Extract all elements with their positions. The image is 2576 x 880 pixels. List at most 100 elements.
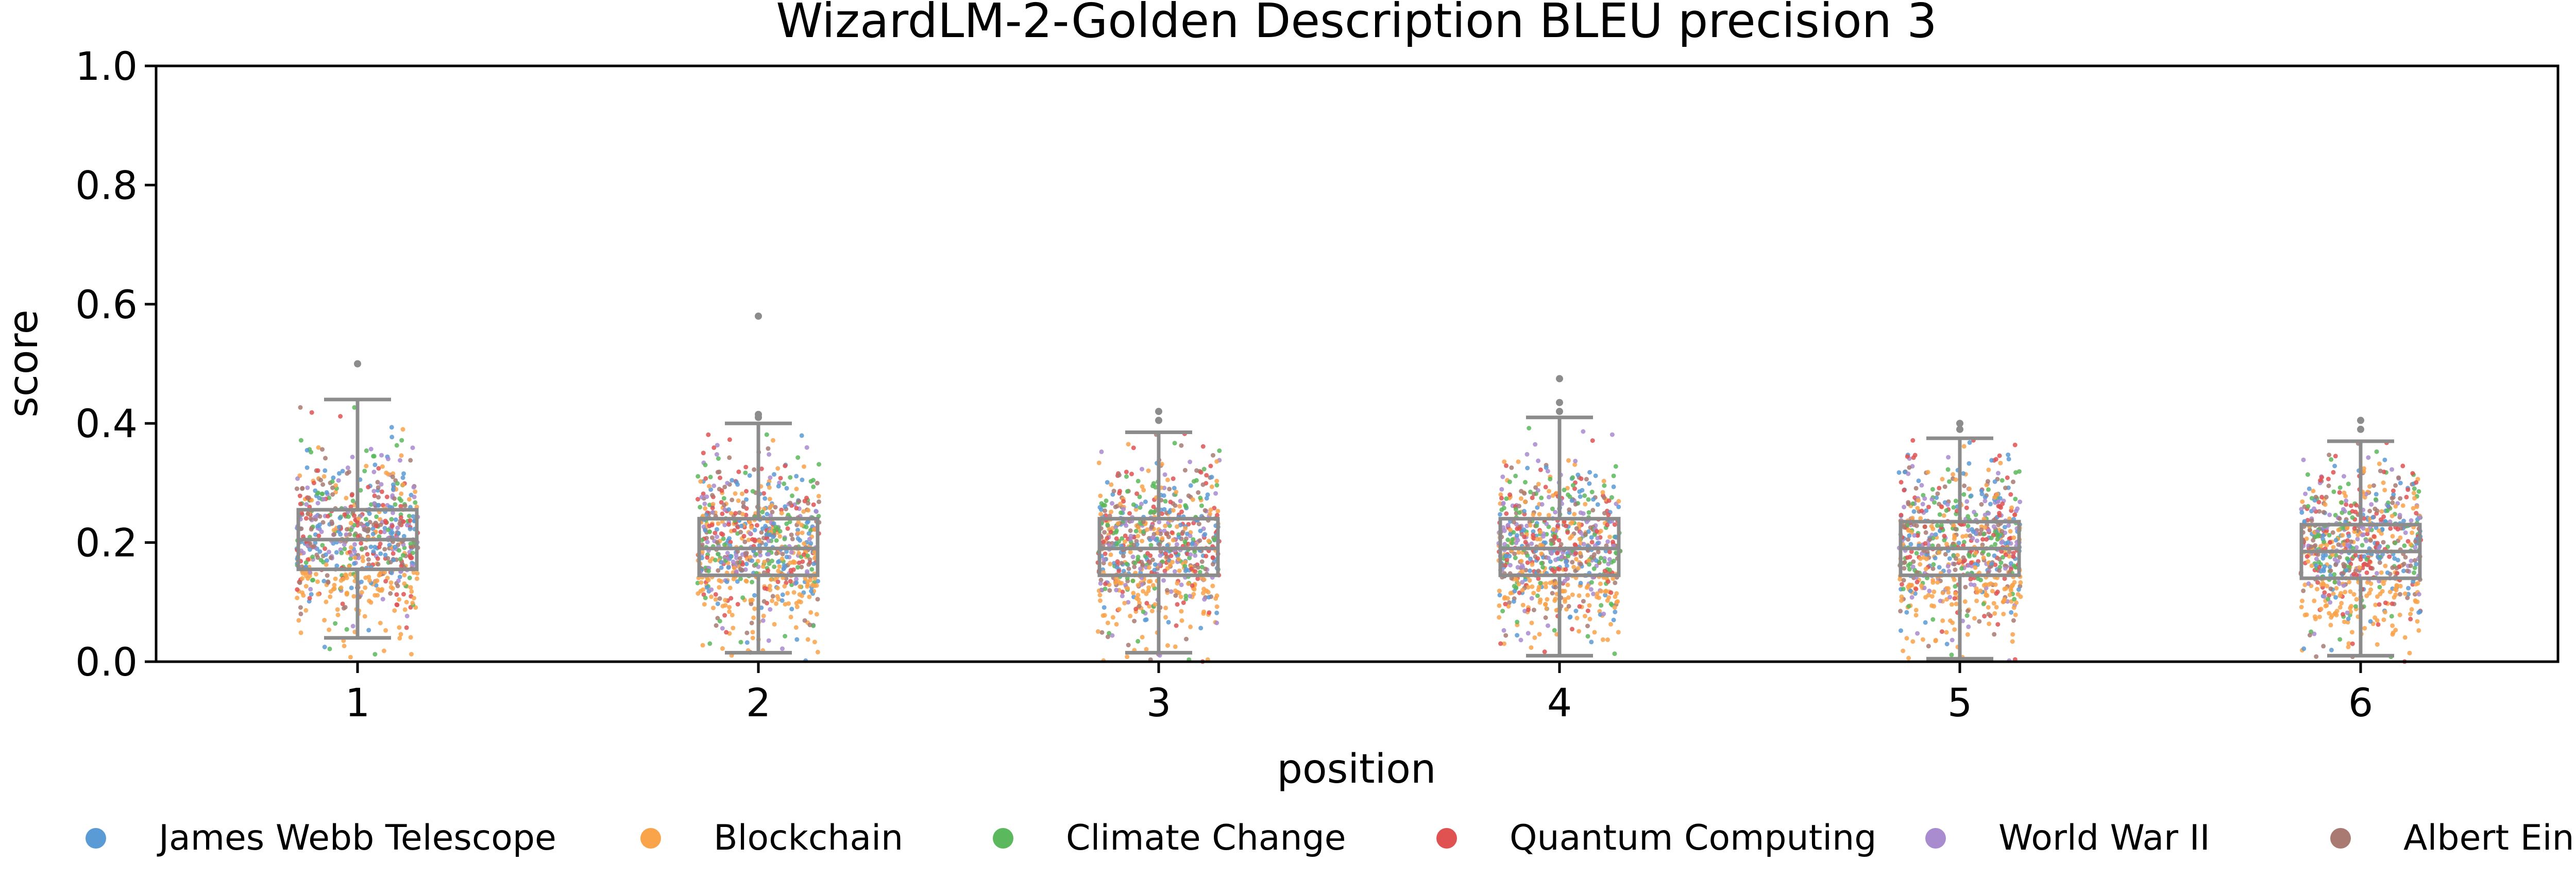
data-point xyxy=(804,524,809,529)
data-point xyxy=(1516,459,1521,464)
data-point xyxy=(1613,609,1618,614)
data-point xyxy=(727,455,732,460)
data-point xyxy=(314,553,319,558)
data-point xyxy=(1910,501,1916,506)
data-point xyxy=(381,648,386,653)
data-point xyxy=(2008,529,2013,534)
data-point xyxy=(711,445,717,450)
data-point xyxy=(1500,609,1505,614)
data-point xyxy=(696,474,701,479)
data-point xyxy=(783,634,788,639)
data-point xyxy=(1963,584,1968,590)
data-point xyxy=(1141,519,1146,524)
data-point xyxy=(1204,496,1209,501)
data-point xyxy=(2412,570,2417,575)
data-point xyxy=(1113,580,1118,585)
data-point xyxy=(2409,558,2414,563)
data-point xyxy=(2333,595,2338,600)
data-point xyxy=(788,614,793,619)
data-point xyxy=(760,618,766,623)
data-point xyxy=(1911,455,1916,460)
data-point xyxy=(2317,509,2322,514)
data-point xyxy=(2301,457,2306,462)
chart-title: WizardLM-2-Golden Description BLEU preci… xyxy=(776,0,1937,48)
data-point xyxy=(744,489,749,494)
data-point xyxy=(2016,469,2022,474)
data-point xyxy=(1902,505,1907,510)
data-point xyxy=(412,494,417,499)
data-point xyxy=(298,630,303,635)
data-point xyxy=(1136,478,1141,484)
data-point xyxy=(1551,527,1556,532)
data-point xyxy=(1942,484,1947,489)
data-point xyxy=(1170,530,1175,535)
data-point xyxy=(315,491,320,496)
data-point xyxy=(1168,589,1174,594)
data-point xyxy=(401,533,406,539)
data-point xyxy=(1947,556,1952,561)
data-point xyxy=(2381,540,2386,545)
data-point xyxy=(366,562,371,567)
data-point xyxy=(1525,465,1530,471)
data-point xyxy=(800,593,804,598)
data-point xyxy=(372,501,377,506)
data-point xyxy=(2393,592,2398,597)
data-point xyxy=(750,579,755,584)
data-point xyxy=(788,560,793,565)
data-point xyxy=(1184,567,1189,572)
data-point xyxy=(320,543,325,548)
data-point xyxy=(1966,624,1971,629)
data-point xyxy=(2405,595,2410,600)
data-point xyxy=(384,494,389,499)
data-point xyxy=(719,560,724,565)
data-point xyxy=(323,552,328,557)
data-point xyxy=(2320,553,2326,558)
data-point xyxy=(1595,594,1599,599)
data-point xyxy=(735,560,740,565)
data-point xyxy=(772,472,776,477)
data-point xyxy=(1101,605,1107,610)
data-point xyxy=(1505,537,1511,542)
data-point xyxy=(2358,557,2363,562)
data-point xyxy=(717,585,722,590)
data-point xyxy=(2387,590,2393,594)
data-point xyxy=(1120,536,1125,541)
data-point xyxy=(812,550,817,555)
data-point xyxy=(1573,502,1578,507)
data-point xyxy=(1969,493,1974,498)
data-point xyxy=(784,549,789,554)
data-point xyxy=(298,611,303,616)
data-point xyxy=(346,470,351,475)
box-plot-3 xyxy=(1097,408,1220,655)
data-point xyxy=(1920,502,1925,507)
data-point xyxy=(323,546,328,551)
data-point xyxy=(2348,589,2353,594)
data-point xyxy=(1117,491,1122,496)
outlier-point xyxy=(755,410,762,418)
data-point xyxy=(753,562,758,567)
data-point xyxy=(393,502,398,507)
data-point xyxy=(327,646,332,651)
data-point xyxy=(1915,533,1920,538)
data-point xyxy=(1572,542,1578,547)
data-point xyxy=(362,469,367,474)
data-point xyxy=(1126,442,1131,447)
data-point xyxy=(2012,442,2018,447)
data-point xyxy=(766,539,771,543)
data-point xyxy=(1925,470,1930,475)
data-point xyxy=(1499,487,1504,492)
data-point xyxy=(703,462,708,468)
data-point xyxy=(1509,465,1514,470)
data-point xyxy=(2327,453,2332,457)
data-point xyxy=(2010,639,2015,644)
data-point xyxy=(1541,534,1546,539)
data-point xyxy=(1104,498,1109,504)
legend: James Webb Telescope Blockchain Climate Ch… xyxy=(86,818,2576,858)
data-point xyxy=(1115,521,1121,526)
data-point xyxy=(2405,539,2411,544)
data-point xyxy=(2316,499,2321,505)
data-point xyxy=(1929,497,1935,502)
data-point xyxy=(2393,504,2398,509)
data-point xyxy=(2319,494,2325,499)
data-point xyxy=(397,635,402,641)
